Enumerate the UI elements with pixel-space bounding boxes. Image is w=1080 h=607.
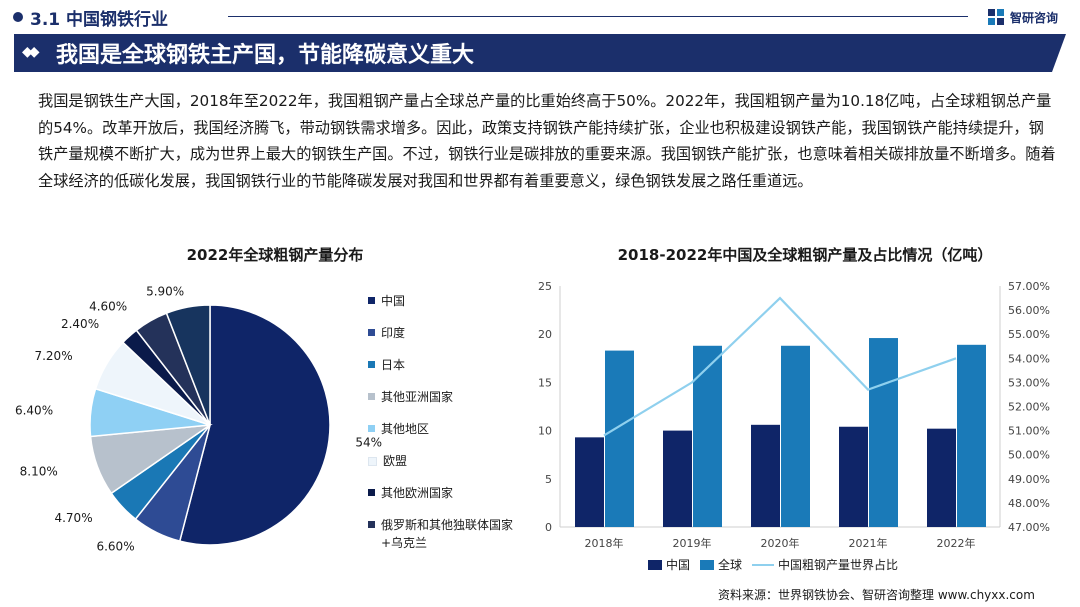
left-tick-label: 0: [545, 521, 552, 534]
right-tick-label: 52.00%: [1008, 401, 1050, 414]
left-tick-label: 5: [545, 473, 552, 486]
pie-data-label: 6.60%: [96, 540, 134, 554]
pie-chart-title: 2022年全球粗钢产量分布: [186, 246, 364, 264]
bar-world: [781, 345, 810, 527]
bar-legend-swatch: [752, 563, 775, 566]
source-note: 资料来源：世界钢铁协会、智研咨询整理 www.chyxx.com: [718, 588, 1035, 602]
right-tick-label: 56.00%: [1008, 304, 1050, 317]
bar-legend-label: 全球: [718, 558, 743, 572]
legend-item: 其他地区: [368, 420, 528, 452]
legend-label: 其他欧洲国家: [381, 486, 454, 500]
legend-label: 印度: [381, 326, 406, 340]
right-tick-label: 49.00%: [1008, 473, 1050, 486]
bar-china: [663, 430, 692, 527]
legend-item: 欧盟: [368, 452, 528, 484]
pie-slice: [165, 304, 211, 426]
legend-item: 其他亚洲国家: [368, 388, 528, 420]
legend-swatch: [368, 393, 375, 400]
right-tick-label: 54.00%: [1008, 352, 1050, 365]
pie-data-label: 54%: [355, 435, 382, 449]
bar-china: [927, 428, 956, 527]
right-tick-label: 55.00%: [1008, 328, 1050, 341]
legend-swatch: [368, 457, 377, 466]
logo-icon: [988, 9, 1004, 25]
banner-title: 我国是全球钢铁主产国，节能降碳意义重大: [56, 43, 475, 68]
legend-item: 印度: [368, 324, 528, 356]
x-tick-label: 2022年: [937, 536, 976, 550]
top-bar: 3.1 中国钢铁行业 智研咨询: [0, 0, 1080, 34]
diamond-icon: ◆◆: [22, 44, 36, 60]
legend-item: 俄罗斯和其他独联体国家+乌克兰: [368, 516, 528, 556]
left-tick-label: 10: [538, 425, 552, 438]
bar-legend-label: 中国: [666, 558, 691, 572]
bar-legend-item: 全球: [700, 556, 742, 573]
bar-chart-title: 2018-2022年中国及全球粗钢产量及占比情况（亿吨）: [617, 246, 993, 264]
section-dot: [13, 12, 23, 22]
title-banner: ◆◆ 我国是全球钢铁主产国，节能降碳意义重大: [14, 34, 1066, 72]
left-tick-label: 20: [538, 328, 552, 341]
logo: 智研咨询: [986, 6, 1058, 28]
right-tick-label: 50.00%: [1008, 449, 1050, 462]
pie-data-label: 2.40%: [61, 317, 99, 331]
legend-swatch: [368, 329, 375, 336]
section-title: 3.1 中国钢铁行业: [30, 10, 169, 30]
bar-china: [751, 424, 780, 527]
bar-legend-label: 中国粗钢产量世界占比: [778, 558, 899, 572]
legend-label: 欧盟: [383, 454, 408, 468]
bar-legend-item: 中国: [648, 556, 690, 573]
pie-slice: [178, 304, 331, 546]
bar-legend-swatch: [700, 559, 715, 570]
legend-swatch: [368, 425, 375, 432]
bar-world: [605, 350, 634, 527]
legend-label: 其他亚洲国家: [381, 390, 454, 404]
logo-text: 智研咨询: [1010, 10, 1059, 25]
right-tick-label: 53.00%: [1008, 376, 1050, 389]
bar-china: [839, 426, 868, 527]
left-tick-label: 15: [538, 376, 552, 389]
pie-data-label: 7.20%: [34, 349, 72, 363]
legend-label: 其他地区: [381, 422, 430, 436]
x-tick-label: 2020年: [761, 536, 800, 550]
bar-world: [957, 344, 986, 527]
right-tick-label: 51.00%: [1008, 425, 1050, 438]
x-tick-label: 2019年: [673, 536, 712, 550]
legend-swatch: [368, 489, 375, 496]
section-divider: [228, 16, 968, 17]
pie-data-label: 6.40%: [15, 404, 53, 418]
pie-data-label: 5.90%: [146, 284, 184, 298]
legend-swatch: [368, 521, 375, 528]
legend-label: 日本: [381, 358, 406, 372]
bar-legend-swatch: [648, 559, 662, 570]
right-tick-label: 57.00%: [1008, 280, 1050, 293]
legend-swatch: [368, 297, 375, 304]
right-tick-label: 47.00%: [1008, 521, 1050, 534]
share-line: [603, 296, 957, 437]
legend-item: 其他欧洲国家: [368, 484, 528, 516]
x-tick-label: 2018年: [585, 536, 624, 550]
pie-data-label: 4.60%: [89, 300, 127, 314]
bar-china: [575, 437, 604, 527]
intro-paragraph: 我国是钢铁生产大国，2018年至2022年，我国粗钢产量占全球总产量的比重始终高…: [38, 92, 1056, 190]
pie-chart: 54% 6.60% 4.70% 8.10% 6.40% 7.20% 2.40% 4.60% 5.…: [15, 284, 382, 554]
x-tick-label: 2021年: [849, 536, 888, 550]
bar-world: [693, 345, 722, 527]
legend-item: 日本: [368, 356, 528, 388]
pie-data-label: 8.10%: [20, 465, 58, 479]
legend-label: 俄罗斯和其他独联体国家+乌克兰: [381, 518, 514, 550]
right-tick-label: 48.00%: [1008, 497, 1050, 510]
bar-world: [869, 338, 898, 527]
bar-line-chart: 0 5 10 15 20 25 47.00% 48.00% 49.00% 50.00% 51.00%…: [538, 280, 1050, 550]
legend-swatch: [368, 361, 375, 368]
left-tick-label: 25: [538, 280, 552, 293]
bar-chart-legend: 中国 全球 中国粗钢产量世界占比: [648, 556, 908, 573]
bar-legend-item: 中国粗钢产量世界占比: [752, 556, 898, 573]
pie-data-label: 4.70%: [54, 511, 92, 525]
pie-legend: 中国印度日本其他亚洲国家 其他地区欧盟其他欧洲国家俄罗斯和其他独联体国家+乌克兰: [368, 292, 528, 556]
legend-label: 中国: [381, 294, 406, 308]
legend-item: 中国: [368, 292, 528, 324]
